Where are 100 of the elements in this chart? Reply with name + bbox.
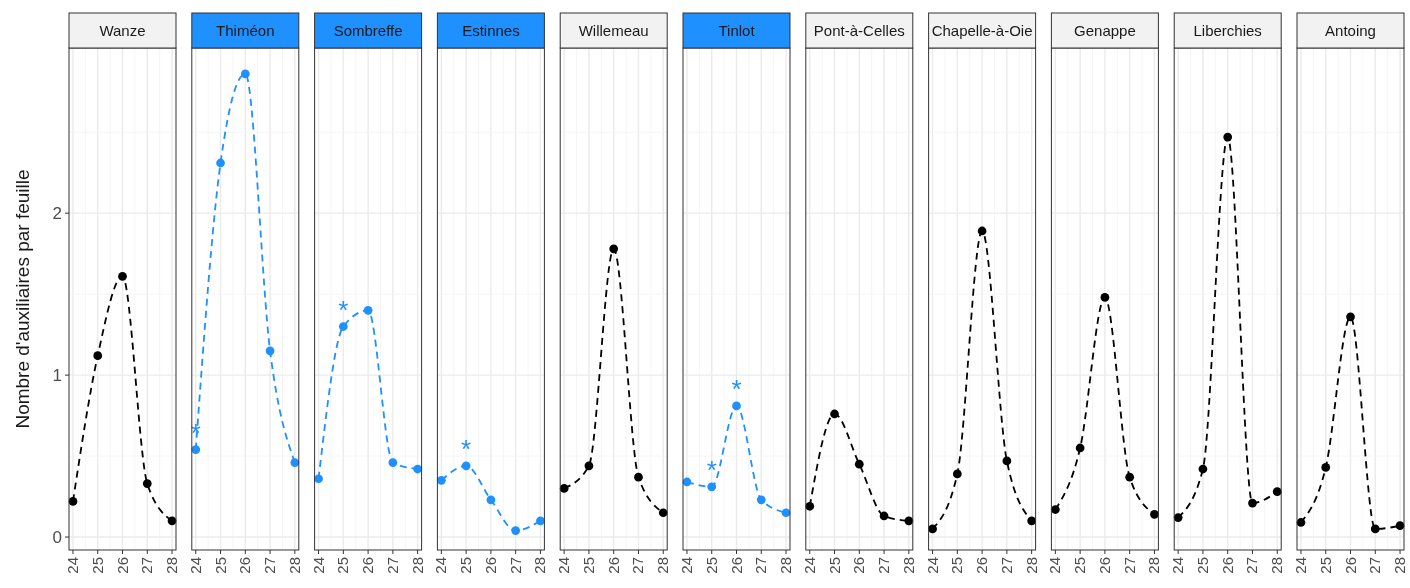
x-tick-label: 25: [88, 557, 106, 574]
y-tick-label: 1: [52, 366, 62, 386]
point: [1100, 293, 1110, 302]
point: [1248, 498, 1257, 508]
point: [609, 244, 619, 254]
x-tick-label: 27: [1366, 557, 1384, 574]
data-label: *: [338, 294, 349, 325]
point: [93, 351, 103, 361]
point: [536, 516, 545, 526]
x-tick-label: 26: [973, 557, 991, 574]
x-tick-label: 26: [727, 557, 745, 574]
data-label: *: [706, 454, 717, 485]
x-tick-label: 25: [579, 557, 597, 574]
point: [240, 69, 250, 79]
point: [756, 495, 766, 505]
point: [1125, 472, 1135, 482]
x-tick-label: 26: [1341, 557, 1359, 574]
point: [1321, 463, 1331, 472]
point: [658, 508, 668, 518]
point: [584, 461, 594, 471]
point: [461, 461, 471, 471]
point: [732, 401, 741, 411]
chart-title: Pont-à-Celles: [813, 21, 905, 39]
x-tick-label: 24: [63, 557, 81, 574]
chart-title: Tinlot: [718, 21, 756, 39]
chart-title: Genappe: [1074, 21, 1136, 39]
point: [290, 458, 300, 467]
x-tick-label: 28: [1022, 557, 1040, 574]
point: [314, 474, 323, 484]
point: [265, 346, 275, 356]
y-tick-label: 0: [52, 528, 62, 548]
x-tick-label: 24: [1046, 557, 1064, 574]
point: [1272, 487, 1282, 497]
x-tick-label: 26: [359, 557, 377, 574]
x-tick-label: 28: [285, 557, 303, 574]
point: [928, 524, 937, 534]
x-tick-label: 28: [777, 557, 795, 574]
x-tick-label: 24: [432, 557, 450, 574]
x-tick-label: 25: [211, 557, 229, 574]
point: [830, 409, 839, 419]
point: [634, 472, 643, 482]
y-axis-title: Nombre d'auxiliaires par feuille: [12, 169, 33, 429]
point: [1050, 505, 1060, 514]
x-tick-label: 25: [825, 557, 843, 574]
x-tick-label: 28: [1268, 557, 1286, 574]
x-tick-label: 28: [531, 557, 549, 574]
x-tick-label: 25: [1316, 557, 1334, 574]
chart-title: Thiméon: [216, 21, 275, 39]
point: [805, 501, 815, 511]
x-tick-label: 24: [309, 557, 327, 574]
x-tick-label: 27: [1120, 557, 1138, 574]
chart-title: Sombreffe: [333, 21, 403, 39]
x-tick-label: 27: [875, 557, 893, 574]
x-tick-label: 26: [236, 557, 254, 574]
point: [1370, 524, 1380, 534]
x-tick-label: 24: [555, 557, 573, 574]
point: [1002, 456, 1012, 466]
x-tick-label: 25: [948, 557, 966, 574]
x-tick-label: 24: [1169, 557, 1187, 574]
x-tick-label: 28: [163, 557, 181, 574]
point: [952, 469, 962, 479]
point: [1150, 510, 1159, 519]
point: [216, 158, 225, 168]
chart-title: Antoing: [1325, 21, 1376, 39]
point: [977, 226, 987, 236]
chart-title: Wanze: [99, 21, 146, 39]
x-tick-label: 25: [457, 557, 475, 574]
point: [486, 495, 496, 505]
point: [1075, 443, 1085, 453]
x-tick-label: 24: [677, 557, 695, 574]
point: [1198, 464, 1208, 474]
x-tick-label: 24: [1291, 557, 1309, 574]
x-tick-label: 24: [923, 557, 941, 574]
x-tick-label: 27: [383, 557, 401, 574]
point: [559, 484, 569, 493]
x-tick-label: 26: [1218, 557, 1236, 574]
data-label: *: [731, 373, 742, 404]
x-tick-label: 28: [899, 557, 917, 574]
chart-title: Chapelle-à-Oie: [931, 21, 1033, 39]
point: [142, 479, 152, 488]
point: [436, 476, 446, 485]
point: [118, 271, 127, 281]
y-tick-label: 2: [52, 204, 62, 224]
point: [388, 458, 398, 467]
point: [879, 511, 889, 521]
x-tick-label: 27: [629, 557, 647, 574]
point: [1223, 132, 1233, 142]
point: [707, 482, 717, 492]
chart-title: Estinnes: [462, 21, 520, 39]
point: [413, 464, 423, 474]
point: [511, 526, 521, 535]
x-tick-label: 26: [604, 557, 622, 574]
x-tick-label: 24: [186, 557, 204, 574]
x-tick-label: 27: [506, 557, 524, 574]
point: [1173, 513, 1183, 522]
point: [363, 305, 373, 315]
x-tick-label: 27: [138, 557, 156, 574]
x-tick-label: 27: [261, 557, 279, 574]
x-tick-label: 26: [113, 557, 131, 574]
x-tick-label: 25: [1071, 557, 1089, 574]
